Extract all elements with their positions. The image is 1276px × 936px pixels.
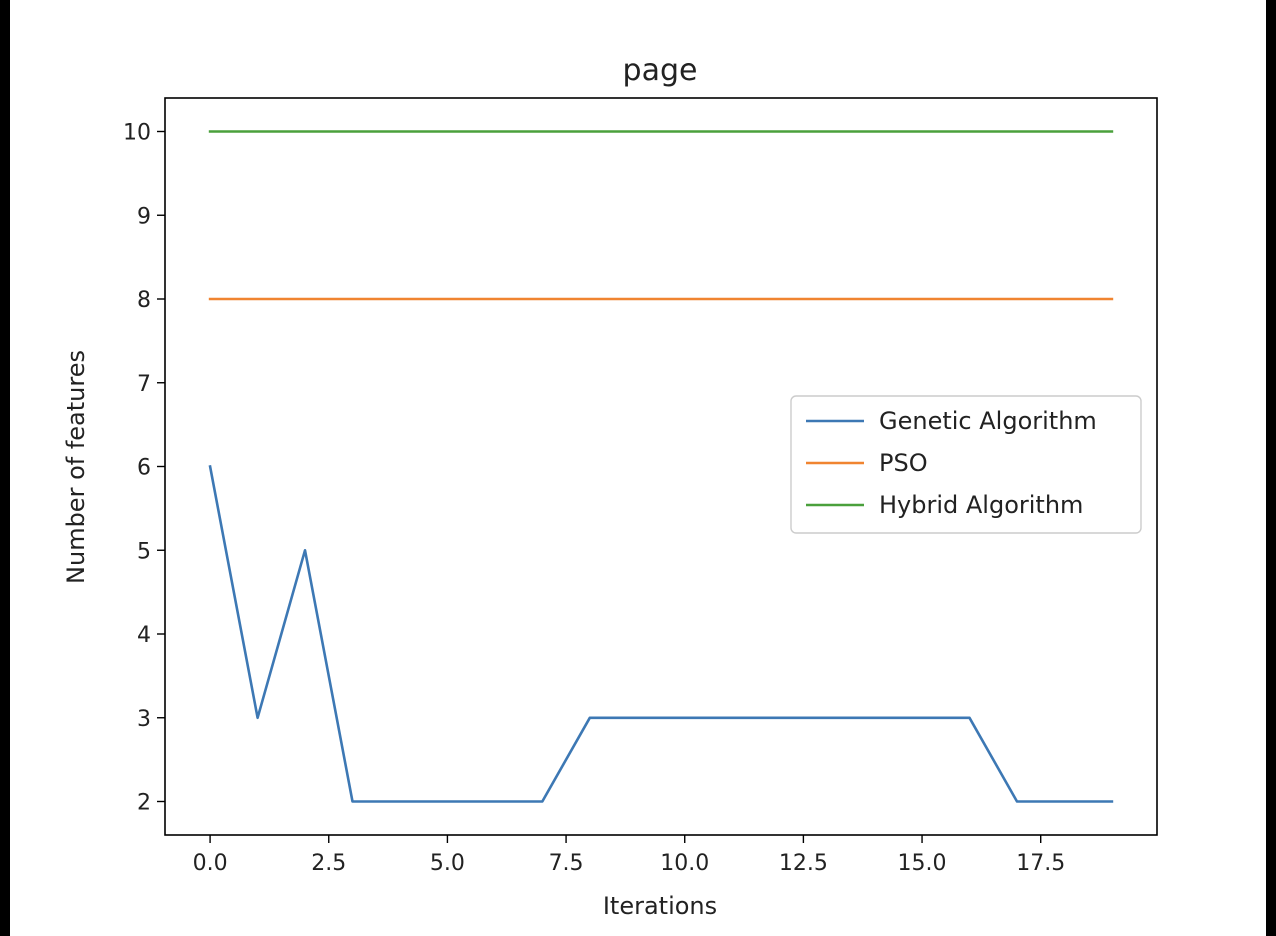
- legend-box: [790, 395, 1142, 534]
- y-tick-label: 3: [137, 707, 151, 732]
- chart-title: page: [623, 53, 698, 88]
- x-tick-label: 10.0: [660, 851, 709, 876]
- y-tick-label: 2: [137, 791, 151, 816]
- x-tick-label: 7.5: [549, 851, 584, 876]
- x-tick-label: 17.5: [1016, 851, 1065, 876]
- y-tick-label: 4: [137, 623, 151, 648]
- series-line-genetic-algorithm: [208, 464, 1114, 803]
- x-axis: 0.0 2.5 5.0 7.5 10.0 12.5 15.0 17.5: [193, 835, 1065, 876]
- y-axis-label: Number of features: [62, 350, 90, 584]
- series-lines: [208, 130, 1114, 803]
- y-tick-label: 8: [137, 288, 151, 313]
- legend-label-hybrid-algorithm: Hybrid Algorithm: [879, 491, 1083, 519]
- chart-figure: page 0.0 2.5 5.0 7.5 10.0 12.5 15.0 17.5 2 3 4 5 6 7…: [10, 0, 1266, 936]
- y-tick-label: 9: [137, 204, 151, 229]
- y-tick-label: 6: [137, 456, 151, 481]
- line-chart: page 0.0 2.5 5.0 7.5 10.0 12.5 15.0 17.5 2 3 4 5 6 7…: [62, 53, 1158, 920]
- x-tick-label: 15.0: [898, 851, 947, 876]
- x-tick-label: 0.0: [193, 851, 228, 876]
- chart-legend: Genetic Algorithm PSO Hybrid Algorithm: [790, 395, 1142, 534]
- y-axis: 2 3 4 5 6 7 8 9 10: [123, 121, 165, 816]
- x-axis-label: Iterations: [603, 892, 717, 920]
- legend-label-pso: PSO: [879, 449, 928, 477]
- legend-label-genetic-algorithm: Genetic Algorithm: [879, 407, 1097, 435]
- x-tick-label: 2.5: [311, 851, 346, 876]
- y-tick-label: 7: [137, 372, 151, 397]
- y-tick-label: 5: [137, 539, 151, 564]
- x-tick-label: 12.5: [779, 851, 828, 876]
- x-tick-label: 5.0: [430, 851, 465, 876]
- y-tick-label: 10: [123, 121, 151, 146]
